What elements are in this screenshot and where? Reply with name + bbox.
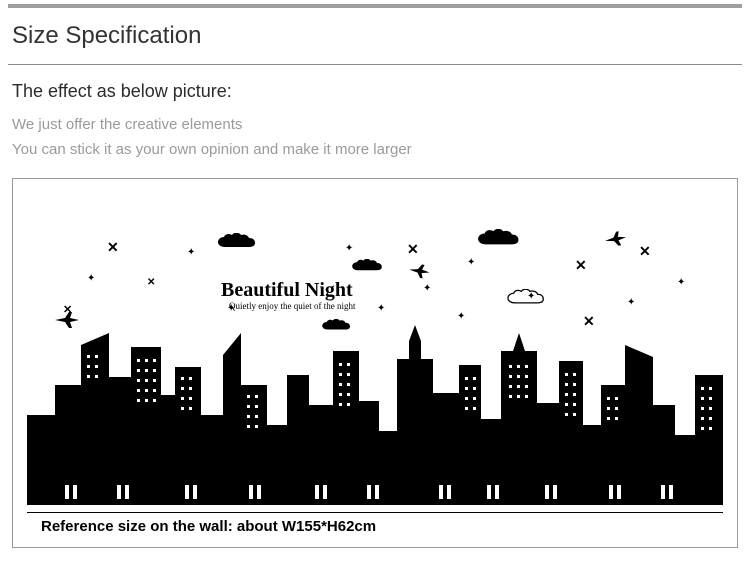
sparkle-icon: ✦ [187, 247, 195, 258]
sparkle-icon: ✦ [677, 277, 685, 288]
reference-size-label: Reference size on the wall: about W155*H… [41, 518, 376, 535]
sparkle-icon: ✦ [345, 243, 353, 254]
x-icon: ✕ [147, 277, 155, 288]
sparkle-icon: ✦ [467, 257, 475, 268]
sparkle-icon: ✦ [627, 297, 635, 308]
cloud-outline-icon [507, 289, 549, 314]
plane-icon [601, 229, 630, 254]
cloud-icon [351, 259, 387, 280]
intro-note-1: We just offer the creative elements [0, 110, 750, 135]
sparkle-icon: ✦ [87, 273, 95, 284]
double-rule-top [8, 4, 742, 8]
plane-icon [406, 261, 433, 285]
city-skyline [25, 315, 725, 505]
artwork-subtitle: Quietly enjoy the quiet of the night [229, 301, 355, 311]
section-title: Size Specification [0, 18, 750, 64]
baseline-rule [27, 512, 723, 513]
x-icon: ✕ [639, 243, 651, 260]
preview-box: ✕ ✕ ✕ ✕ ✕ ✕ ✕ ✦ ✦ ✦ ✦ ✦ ✦ ✦ ✦ ✦ ✦ ✦ [12, 178, 738, 548]
cloud-icon [477, 229, 525, 256]
artwork-title: Beautiful Night [221, 279, 353, 302]
cloud-icon [217, 233, 261, 258]
x-icon: ✕ [575, 257, 587, 274]
intro-subtitle: The effect as below picture: [0, 65, 750, 110]
x-icon: ✕ [407, 241, 419, 258]
intro-note-2: You can stick it as your own opinion and… [0, 135, 750, 160]
x-icon: ✕ [107, 239, 119, 256]
sparkle-icon: ✦ [377, 303, 385, 314]
